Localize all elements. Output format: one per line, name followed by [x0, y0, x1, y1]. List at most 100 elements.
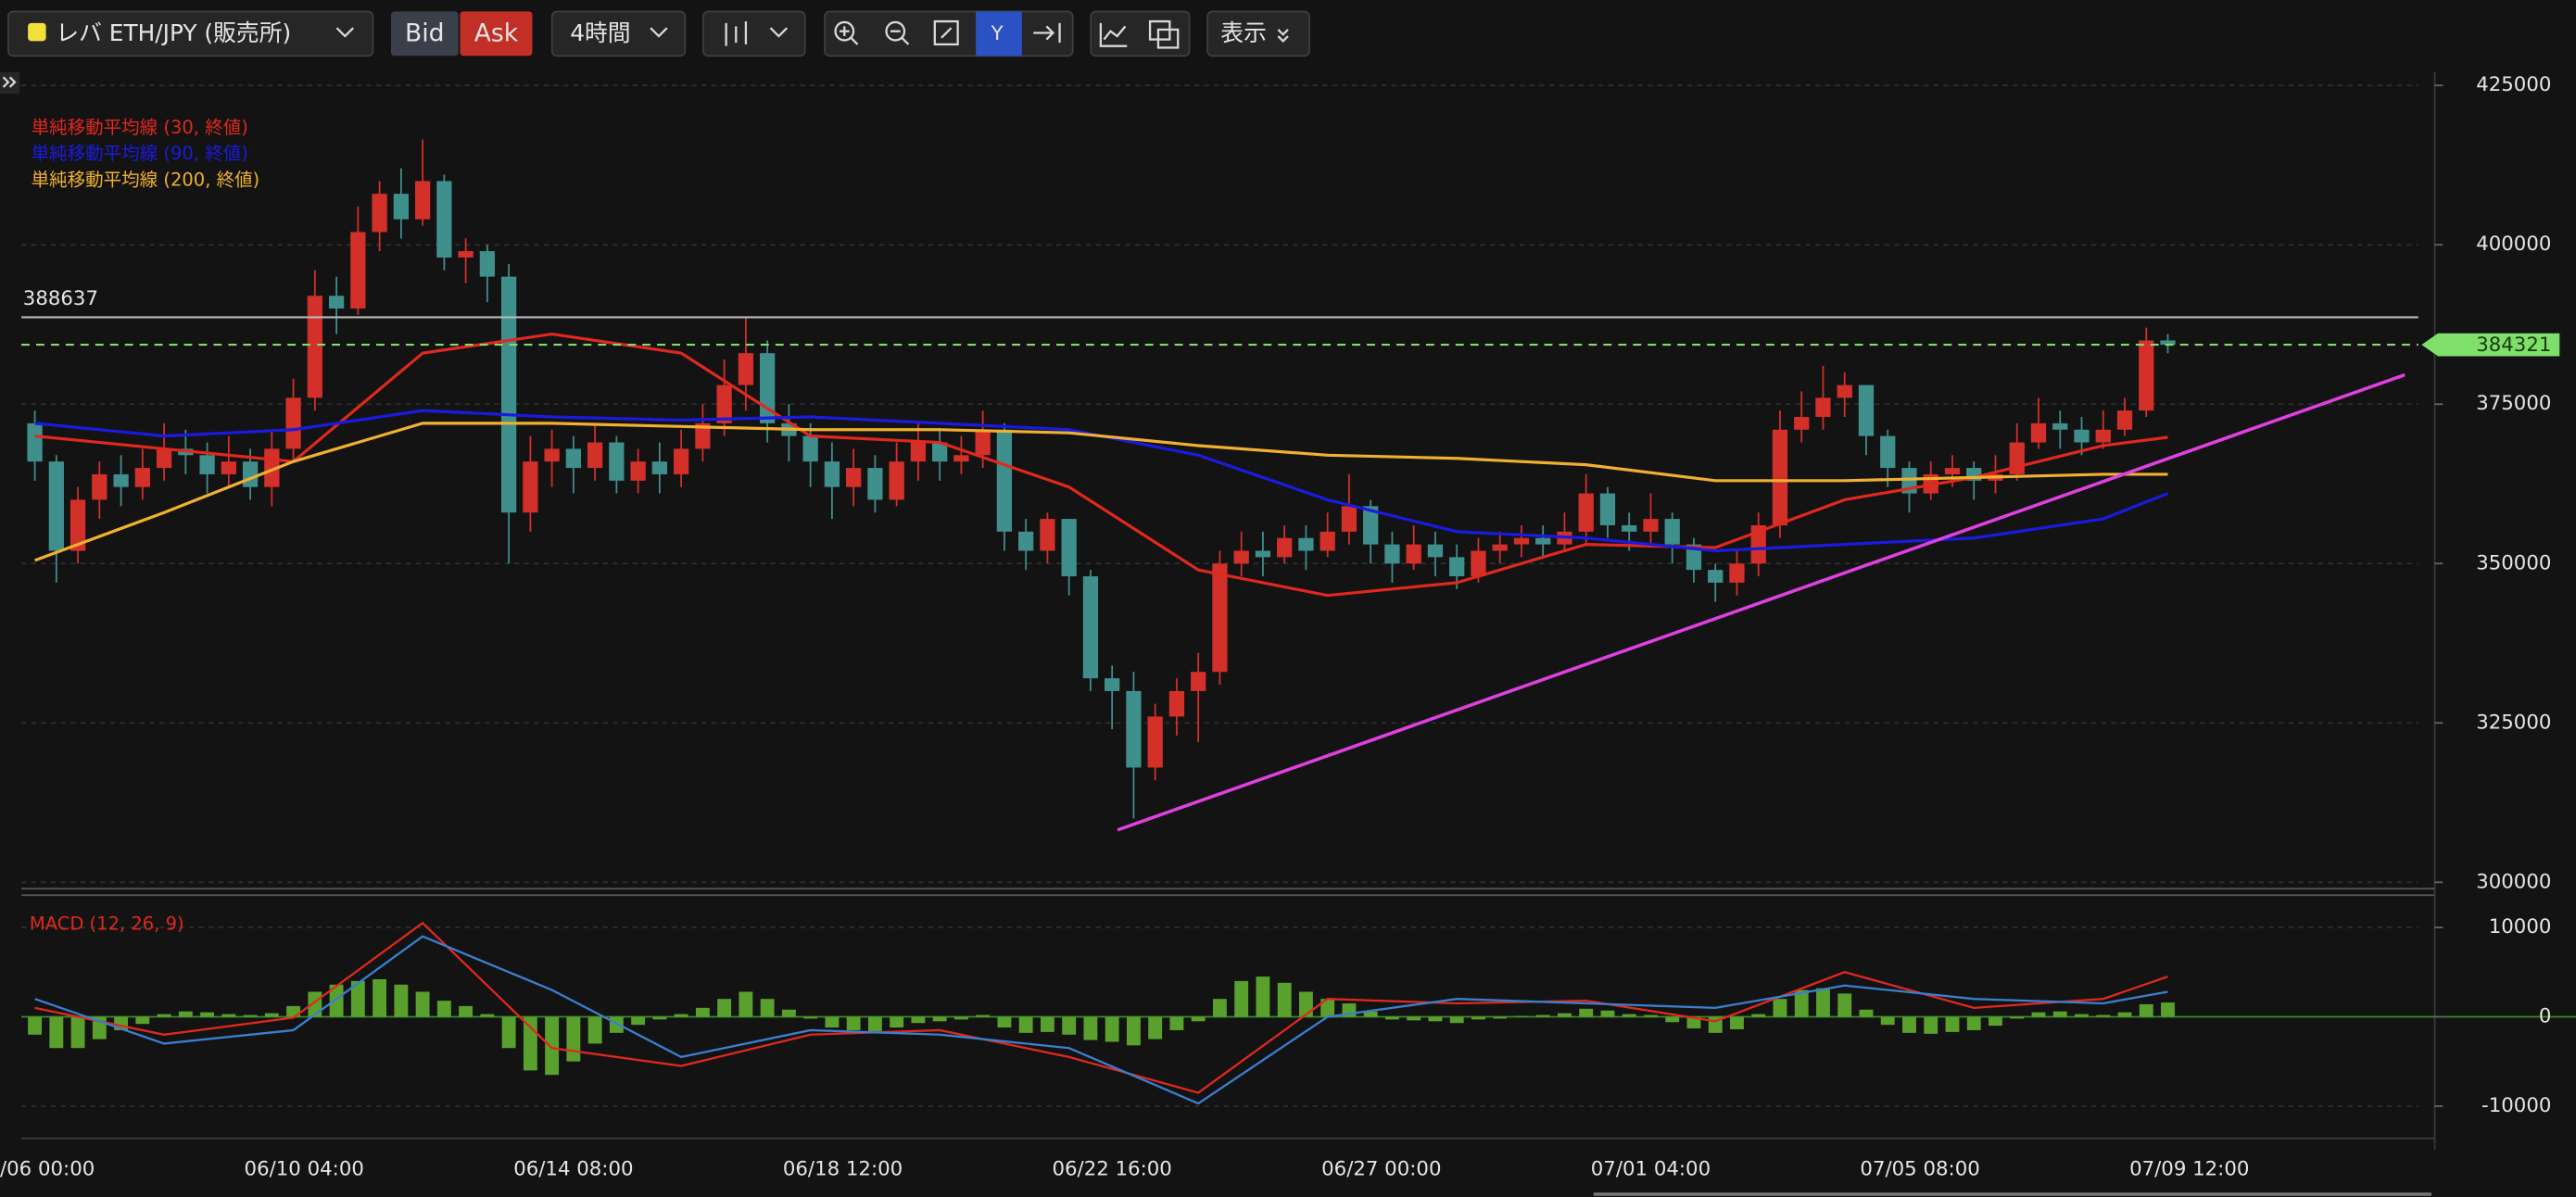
price-tag: [2421, 333, 2560, 357]
histogram-bar: [1966, 1016, 1981, 1030]
view-select[interactable]: [1206, 10, 1310, 57]
x-tick-label: 06/18 12:00: [783, 1157, 903, 1180]
auto-scale[interactable]: [976, 11, 1022, 57]
histogram-bar: [459, 1005, 474, 1017]
histogram-bar: [286, 1005, 301, 1017]
legend-entry: 単純移動平均線 (30, 終値): [32, 117, 248, 138]
candle-body: [1147, 716, 1163, 768]
candle-body: [1599, 493, 1616, 525]
candle-body: [1794, 417, 1810, 430]
candle-body: [975, 429, 991, 456]
histogram-bar: [1794, 989, 1809, 1017]
histogram-bar: [587, 1016, 602, 1044]
histogram-bar: [1751, 1014, 1766, 1017]
candle-body: [69, 499, 86, 551]
timeframe-select[interactable]: [550, 10, 687, 57]
histogram-bar: [70, 1016, 85, 1049]
histogram-bar: [1384, 1016, 1399, 1020]
candle-body: [113, 473, 129, 487]
candle-body: [242, 461, 259, 487]
histogram-bar: [1945, 1016, 1960, 1032]
candle-body: [27, 422, 43, 462]
candle-body: [1578, 493, 1594, 532]
histogram-bar: [178, 1011, 193, 1017]
histogram-bar: [976, 1014, 991, 1017]
candle-body: [1622, 524, 1637, 532]
zoom-in[interactable]: [834, 20, 859, 45]
compare[interactable]: [1148, 19, 1180, 49]
candle-body: [1363, 506, 1379, 545]
histogram-bar: [1558, 1013, 1572, 1017]
bid-button[interactable]: [390, 11, 459, 57]
histogram-bar: [1083, 1016, 1098, 1040]
histogram-bar: [1535, 1014, 1550, 1017]
scroll-end[interactable]: [1033, 22, 1061, 44]
histogram-bar: [1105, 1016, 1119, 1042]
moving-average: [34, 422, 2168, 562]
ask-button[interactable]: [460, 11, 533, 57]
x-tick-label: 06/06 00:00: [0, 1157, 95, 1180]
candle-body: [1750, 524, 1766, 564]
candle-body: [1858, 384, 1875, 436]
candle-body: [134, 468, 150, 487]
histogram-bar: [264, 1013, 279, 1017]
candle-body: [1772, 429, 1788, 525]
candle-body: [932, 442, 948, 462]
y-tick-label: 0: [2539, 1004, 2552, 1027]
histogram-bar: [157, 1014, 171, 1017]
histogram-bar: [221, 1014, 236, 1017]
candle-body: [372, 194, 387, 233]
zoom-out[interactable]: [885, 20, 910, 45]
histogram-bar: [1407, 1016, 1421, 1021]
candle-body: [458, 251, 474, 258]
fit[interactable]: [933, 19, 959, 46]
timeframe-label: 4時間: [570, 19, 630, 46]
candle-body: [92, 473, 107, 500]
chevron: [1277, 29, 1289, 43]
candle-body: [1384, 544, 1400, 564]
candle-body: [1492, 544, 1508, 551]
candle-body: [285, 397, 301, 449]
histogram-bar: [501, 1016, 516, 1049]
indicator-group: [1090, 10, 1191, 57]
candle-body: [1320, 531, 1335, 551]
histogram-bar: [1686, 1016, 1701, 1029]
panel-toggle[interactable]: [0, 72, 20, 94]
histogram-bar: [28, 1016, 43, 1035]
candle-body: [1082, 576, 1099, 679]
histogram-bar: [436, 1001, 451, 1017]
candle-body: [436, 181, 452, 258]
histogram-bar: [1363, 1011, 1378, 1017]
chart-type-select[interactable]: [701, 10, 806, 57]
histogram-bar: [781, 1009, 796, 1017]
histogram-bar: [1859, 1009, 1874, 1017]
histogram-bar: [1989, 1016, 2002, 1027]
histogram-bar: [350, 980, 365, 1017]
legend-entry: 単純移動平均線 (90, 終値): [32, 143, 248, 164]
legend-entry: 単純移動平均線 (200, 終値): [32, 170, 260, 191]
indicator[interactable]: [1099, 22, 1128, 47]
candle-body: [2160, 340, 2176, 346]
histogram-bar: [1493, 1016, 1508, 1019]
trendline: [1117, 372, 2406, 832]
candle-body: [350, 232, 366, 309]
histogram-bar: [1773, 999, 1787, 1017]
symbol-select[interactable]: [6, 10, 374, 57]
candle-body: [953, 455, 969, 462]
candle-body: [156, 448, 172, 469]
moving-average: [34, 409, 2169, 553]
histogram-bar: [49, 1016, 64, 1049]
histogram-bar: [846, 1016, 861, 1030]
histogram-bar: [1212, 999, 1227, 1017]
histogram-bar: [2010, 1016, 2025, 1019]
symbol-icon: [28, 22, 46, 42]
chevron: [769, 27, 789, 38]
histogram-bar: [1600, 1010, 1615, 1017]
candle-body: [2074, 429, 2090, 443]
view-label: 表示: [1220, 19, 1267, 46]
histogram-bar: [631, 1016, 646, 1026]
histogram-bar: [1665, 1016, 1680, 1023]
x-tick-label: 06/14 08:00: [513, 1157, 633, 1180]
x-tick-label: 06/22 16:00: [1052, 1157, 1171, 1180]
histogram-bar: [2117, 1012, 2132, 1017]
